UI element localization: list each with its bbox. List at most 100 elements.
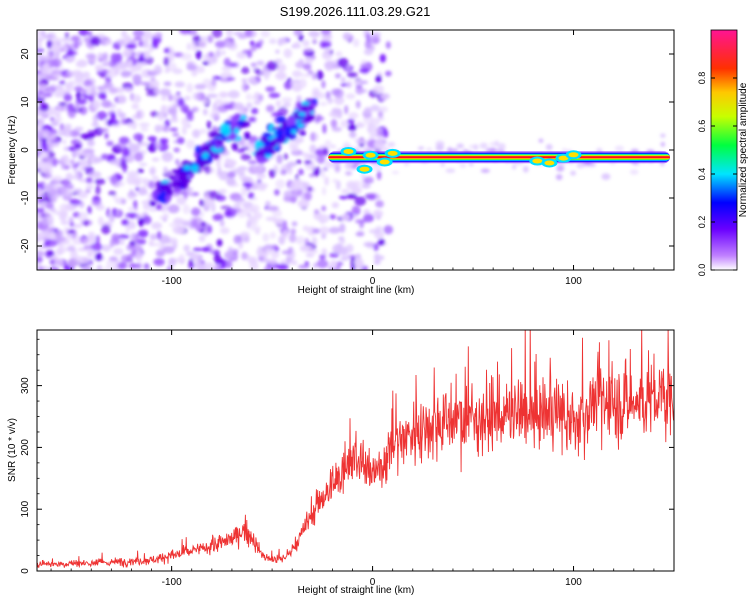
colorbar-tick-label: 0.0	[697, 264, 707, 277]
x-tick-label: 100	[565, 276, 582, 287]
noise-blob	[61, 73, 71, 78]
noise-blob	[42, 62, 50, 69]
noise-blob	[289, 180, 301, 191]
noise-blob	[87, 139, 95, 147]
y-tick-label: 100	[20, 500, 31, 517]
noise-blob	[109, 241, 114, 248]
noise-blob	[135, 187, 140, 191]
noise-blob	[291, 221, 298, 227]
noise-blob	[192, 35, 202, 43]
noise-blob	[95, 65, 104, 72]
noise-blob	[497, 142, 506, 150]
noise-blob	[142, 39, 150, 49]
noise-blob	[257, 94, 264, 102]
noise-blob	[276, 63, 287, 72]
noise-blob	[281, 97, 293, 103]
noise-blob	[177, 97, 185, 107]
noise-blob	[512, 164, 517, 170]
noise-blob	[87, 30, 93, 37]
noise-blob	[333, 96, 345, 105]
noise-blob	[299, 130, 306, 137]
noise-blob	[46, 250, 55, 257]
noise-blob	[91, 200, 103, 207]
x-tick-label: -100	[162, 577, 182, 588]
noise-blob	[151, 222, 163, 230]
noise-blob	[70, 191, 80, 196]
noise-blob	[373, 128, 383, 133]
noise-blob	[237, 166, 248, 172]
noise-blob	[120, 70, 133, 78]
noise-blob	[224, 251, 234, 260]
noise-blob	[136, 238, 147, 245]
noise-blob	[92, 99, 101, 110]
noise-blob	[62, 178, 69, 187]
noise-blob	[182, 204, 191, 215]
x-tick-label: 0	[370, 577, 376, 588]
noise-blob	[245, 93, 252, 101]
noise-blob	[89, 171, 102, 179]
noise-blob	[333, 88, 344, 99]
snr-x-axis-label: Height of straight line (km)	[298, 585, 415, 596]
noise-blob	[206, 120, 212, 130]
noise-blob	[174, 95, 180, 100]
noise-blob	[68, 216, 74, 223]
noise-blob	[301, 47, 314, 52]
noise-blob	[307, 186, 313, 192]
noise-blob	[57, 104, 62, 111]
noise-blob	[101, 61, 110, 67]
noise-blob	[338, 236, 345, 242]
noise-blob	[37, 199, 40, 206]
noise-blob	[37, 70, 42, 75]
trace-blob	[190, 164, 199, 173]
noise-blob	[272, 209, 282, 218]
noise-blob	[169, 118, 179, 123]
noise-blob	[291, 79, 301, 84]
noise-blob	[157, 111, 165, 116]
noise-blob	[108, 213, 115, 223]
noise-blob	[303, 63, 312, 71]
noise-blob	[285, 164, 292, 170]
noise-blob	[39, 93, 44, 99]
noise-blob	[223, 57, 231, 67]
noise-blob	[331, 202, 339, 209]
noise-blob	[109, 119, 120, 126]
noise-blob	[307, 226, 316, 236]
noise-blob	[265, 86, 276, 92]
noise-blob	[121, 146, 131, 157]
noise-blob	[139, 186, 147, 194]
noise-blob	[214, 98, 223, 106]
noise-blob	[122, 49, 131, 58]
noise-blob	[133, 199, 138, 209]
spectrogram-x-axis-label: Height of straight line (km)	[298, 285, 415, 296]
noise-blob	[186, 42, 192, 51]
noise-blob	[629, 169, 639, 175]
noise-blob	[143, 50, 151, 60]
trace-blobs	[151, 98, 318, 210]
noise-blob	[233, 197, 246, 203]
y-tick-label: 300	[20, 377, 31, 394]
noise-blob	[375, 194, 381, 200]
noise-blob	[142, 215, 152, 225]
noise-blob	[56, 85, 65, 96]
noise-blob	[233, 234, 242, 244]
noise-blob	[37, 91, 40, 98]
noise-blob	[538, 138, 544, 143]
noise-blob	[113, 247, 124, 256]
noise-blob	[64, 56, 76, 61]
noise-blob	[75, 61, 87, 68]
noise-blob	[332, 163, 337, 168]
noise-blob	[191, 45, 198, 51]
noise-blob	[264, 248, 274, 254]
noise-blob	[341, 213, 351, 222]
noise-blob	[216, 263, 222, 268]
noise-blob	[282, 229, 288, 240]
noise-blob	[97, 85, 105, 91]
noise-blob	[120, 118, 127, 125]
noise-blob	[142, 178, 150, 186]
noise-blob	[329, 214, 337, 220]
noise-blob	[327, 97, 333, 105]
noise-blob	[283, 48, 293, 59]
noise-blob	[322, 186, 327, 196]
noise-blob	[188, 258, 194, 268]
noise-blob	[375, 131, 385, 139]
